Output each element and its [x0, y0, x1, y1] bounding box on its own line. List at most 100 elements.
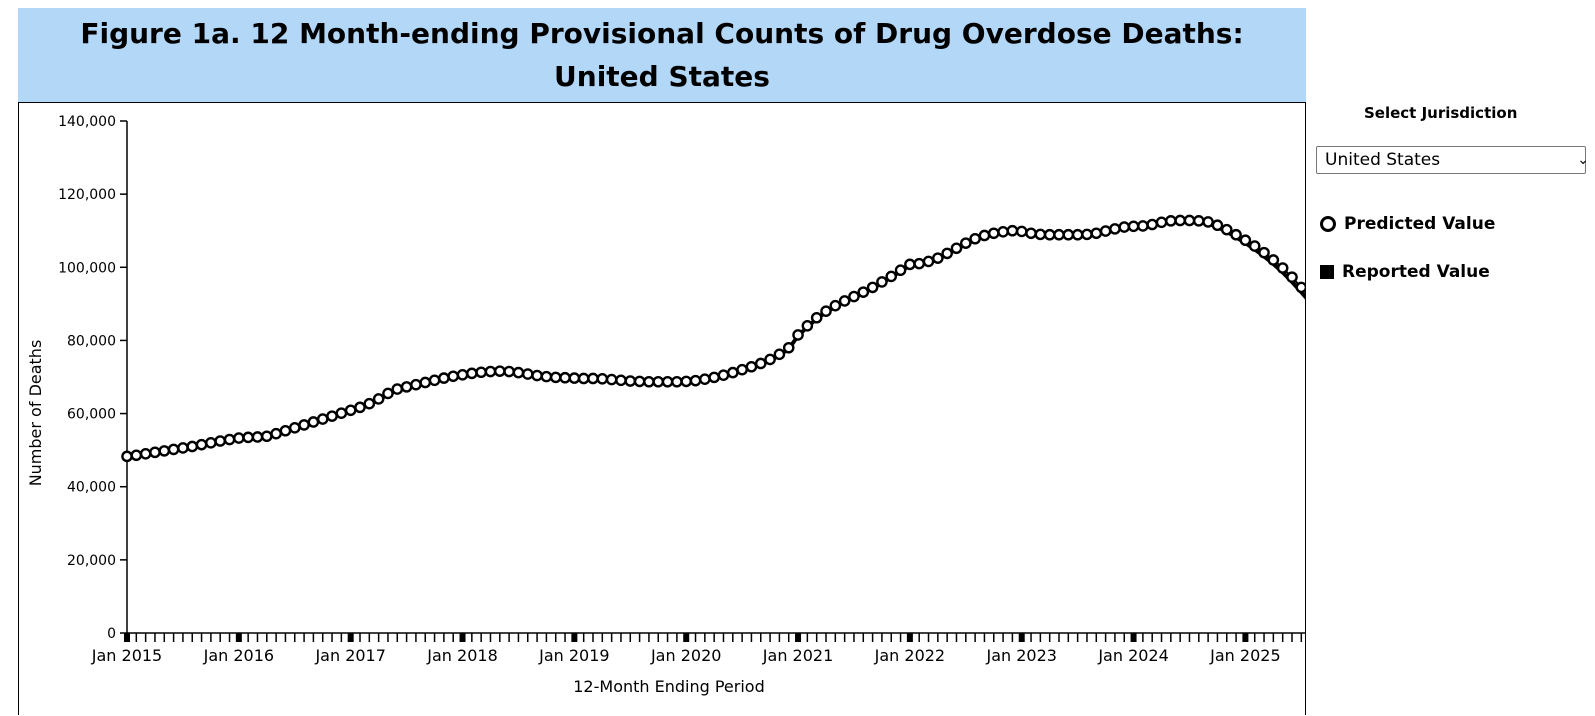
predicted-point: [1146, 218, 1158, 231]
predicted-point: [326, 410, 338, 422]
x-major-tick: [571, 633, 578, 642]
predicted-point: [242, 431, 254, 444]
chart-svg: 0 20,000 40,000 60,000 80,000 100,000 120,000 1…: [26, 114, 1305, 696]
y-tick-label: 40,000: [67, 480, 116, 496]
predicted-point: [1155, 216, 1168, 229]
predicted-point: [531, 369, 543, 382]
predicted-point: [624, 375, 637, 387]
predicted-point: [605, 373, 618, 386]
predicted-point: [1015, 225, 1028, 238]
predicted-point: [969, 232, 981, 245]
predicted-point: [1220, 223, 1233, 236]
predicted-point: [1053, 228, 1065, 241]
predicted-point: [1006, 224, 1019, 237]
predicted-point: [1071, 228, 1084, 241]
predicted-point: [894, 264, 907, 277]
predicted-point: [1118, 221, 1131, 233]
predicted-point: [876, 276, 888, 288]
y-tick-label: 100,000: [58, 260, 116, 276]
x-major-tick: [906, 633, 913, 642]
predicted-point: [233, 432, 245, 444]
predicted-point: [941, 247, 953, 260]
predicted-point: [307, 416, 320, 428]
predicted-point: [1230, 228, 1242, 241]
predicted-point: [419, 376, 432, 389]
jurisdiction-select[interactable]: United States ⌄: [1316, 146, 1589, 174]
y-tick-label: 60,000: [67, 407, 116, 423]
predicted-point: [177, 442, 189, 454]
open-circle-icon: [1320, 216, 1336, 232]
predicted-point: [1211, 219, 1224, 232]
predicted-point: [391, 383, 404, 395]
predicted-point: [1034, 228, 1047, 241]
predicted-point: [438, 372, 450, 384]
predicted-point: [754, 357, 767, 370]
predicted-point: [1127, 220, 1140, 233]
predicted-point: [484, 365, 497, 378]
x-tick-label: Jan 2018: [426, 646, 497, 665]
predicted-point: [773, 348, 786, 361]
predicted-point: [1137, 220, 1149, 232]
predicted-point: [643, 375, 655, 388]
predicted-point: [736, 363, 748, 376]
x-tick-label: Jan 2021: [762, 646, 833, 665]
plot-area: 0 20,000 40,000 60,000 80,000 100,000 120,000 1…: [18, 102, 1306, 715]
predicted-point: [587, 372, 599, 385]
predicted-point: [661, 375, 674, 388]
predicted-point: [363, 397, 376, 410]
chart-title: Figure 1a. 12 Month-ending Provisional C…: [80, 17, 1244, 93]
y-axis-title: Number of Deaths: [26, 340, 45, 487]
predicted-point: [913, 257, 926, 270]
predicted-point: [1025, 227, 1037, 240]
predicted-point: [652, 375, 665, 388]
predicted-point: [288, 422, 301, 434]
predicted-point: [1276, 262, 1289, 274]
legend-item-predicted: Predicted Value: [1320, 214, 1495, 234]
x-tick-label: Jan 2017: [314, 646, 385, 665]
predicted-point: [987, 227, 1000, 240]
predicted-point: [1165, 215, 1177, 227]
predicted-point: [512, 366, 525, 379]
predicted-point: [568, 372, 581, 384]
predicted-point: [1295, 281, 1305, 294]
predicted-point: [121, 450, 133, 463]
x-tick-label: Jan 2023: [985, 646, 1056, 665]
select-jurisdiction-label: Select Jurisdiction: [1364, 104, 1518, 122]
predicted-point: [633, 375, 646, 388]
chart-title-bar: Figure 1a. 12 Month-ending Provisional C…: [18, 8, 1306, 102]
predicted-point: [559, 371, 571, 384]
predicted-point: [1286, 271, 1298, 283]
x-tick-label: Jan 2020: [650, 646, 721, 665]
predicted-point: [671, 375, 683, 388]
x-major-tick: [1018, 633, 1025, 642]
predicted-point: [596, 373, 609, 385]
predicted-point: [279, 424, 292, 437]
predicted-point: [456, 369, 469, 381]
predicted-point: [1183, 214, 1196, 227]
chart-panel: Figure 1a. 12 Month-ending Provisional C…: [18, 8, 1306, 716]
x-major-tick: [235, 633, 242, 642]
predicted-point: [298, 419, 310, 431]
filled-square-icon: [1320, 265, 1334, 279]
predicted-point: [186, 440, 199, 453]
predicted-point: [466, 367, 478, 380]
predicted-point: [1239, 234, 1252, 247]
predicted-point: [1248, 240, 1261, 252]
predicted-point: [195, 438, 208, 451]
x-tick-label: Jan 2015: [91, 646, 162, 665]
predicted-point: [727, 366, 739, 379]
predicted-point: [493, 365, 506, 377]
x-major-tick: [795, 633, 802, 642]
predicted-point: [521, 368, 534, 380]
predicted-point: [1193, 215, 1205, 227]
predicted-point: [680, 375, 693, 388]
predicted-point: [1062, 228, 1075, 241]
predicted-point: [335, 407, 348, 420]
predicted-point: [866, 281, 879, 294]
predicted-point: [1267, 254, 1280, 266]
predicted-point: [922, 255, 935, 268]
predicted-point: [130, 449, 143, 462]
predicted-point: [475, 366, 487, 379]
predicted-point: [829, 299, 842, 312]
predicted-point: [372, 393, 385, 405]
